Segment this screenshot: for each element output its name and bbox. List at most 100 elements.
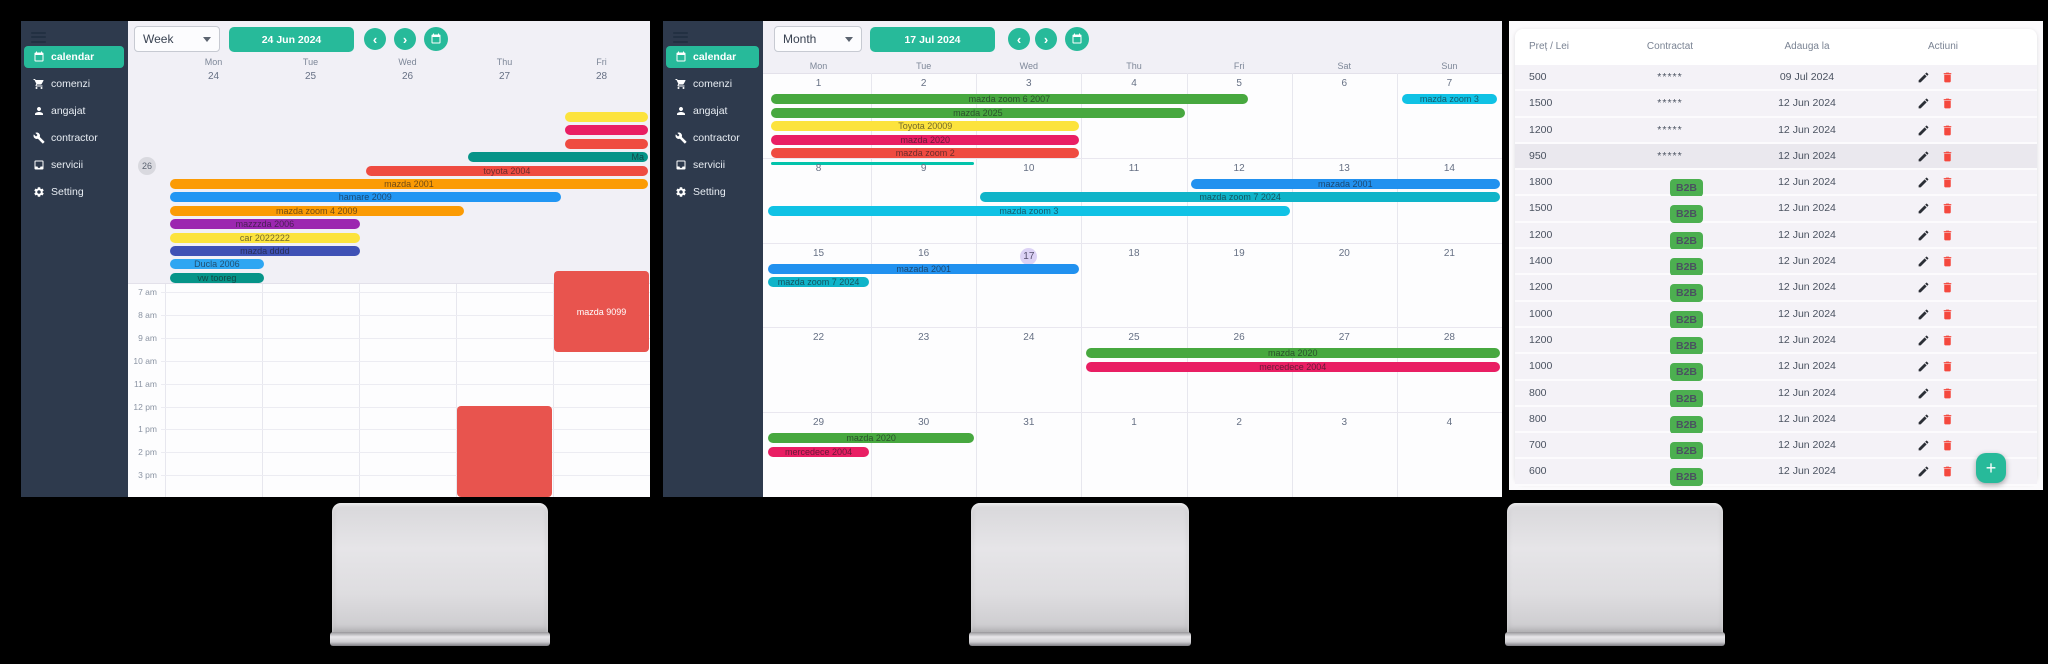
pencil-icon[interactable]: [1917, 97, 1930, 115]
table-row[interactable]: 950 ***** 12 Jun 2024: [1515, 143, 2037, 171]
view-select[interactable]: Week: [134, 26, 220, 52]
date-button[interactable]: 24 Jun 2024: [229, 27, 354, 52]
calendar-event-bar[interactable]: mazda zoom 2: [771, 148, 1080, 159]
menu-icon[interactable]: [31, 29, 46, 45]
calendar-event-bar[interactable]: mazda 2020: [771, 134, 1080, 145]
prev-button[interactable]: ‹: [364, 28, 386, 50]
calendar-event-bar[interactable]: mazda zoom 7 2024: [768, 277, 870, 288]
trash-icon[interactable]: [1941, 360, 1954, 378]
calendar-event-bar[interactable]: Ma: [467, 152, 648, 163]
calendar-event-bar[interactable]: Ducla 2006: [169, 259, 264, 270]
trash-icon[interactable]: [1941, 176, 1954, 194]
view-select[interactable]: Month: [774, 26, 862, 52]
sidebar-item-angajat[interactable]: angajat: [666, 100, 759, 122]
calendar-event-bar[interactable]: mazda zoom 7 2024: [980, 192, 1500, 203]
calendar-event-bar[interactable]: mazda zoom 4 2009: [169, 205, 464, 216]
trash-icon[interactable]: [1941, 71, 1954, 89]
trash-icon[interactable]: [1941, 308, 1954, 326]
sidebar-item-contractor[interactable]: contractor: [666, 127, 759, 149]
trash-icon[interactable]: [1941, 334, 1954, 352]
calendar-event-bar[interactable]: car 2022222: [169, 232, 360, 243]
calendar-event-bar[interactable]: mazda 2020: [768, 433, 975, 444]
calendar-event-bar[interactable]: mazda 2001: [169, 179, 648, 189]
trash-icon[interactable]: [1941, 465, 1954, 483]
sidebar-item-comenzi[interactable]: comenzi: [666, 73, 759, 95]
calendar-event-bar[interactable]: [771, 162, 975, 165]
pencil-icon[interactable]: [1917, 308, 1930, 326]
prev-button[interactable]: ‹: [1008, 28, 1030, 50]
sidebar-item-comenzi[interactable]: comenzi: [24, 73, 124, 95]
calendar-event-bar[interactable]: mazda zoom 6 2007: [771, 94, 1248, 104]
calendar-event-block[interactable]: [457, 406, 552, 497]
calendar-picker-button[interactable]: [1065, 27, 1089, 51]
calendar-event-bar[interactable]: mazda 2025: [771, 107, 1185, 118]
calendar-event-block[interactable]: mazda 9099: [554, 271, 649, 352]
calendar-event-bar[interactable]: mazda zoom 3: [768, 206, 1290, 216]
pencil-icon[interactable]: [1917, 334, 1930, 352]
trash-icon[interactable]: [1941, 255, 1954, 273]
calendar-event-bar[interactable]: mercedece 2004: [1085, 362, 1500, 372]
pencil-icon[interactable]: [1917, 387, 1930, 405]
trash-icon[interactable]: [1941, 281, 1954, 299]
calendar-event-bar[interactable]: mazda zoom 3: [1401, 94, 1497, 104]
table-row[interactable]: 1200 B2B 12 Jun 2024: [1515, 222, 2037, 250]
sidebar-item-contractor[interactable]: contractor: [24, 127, 124, 149]
calendar-event-bar[interactable]: mazada 2001: [768, 263, 1080, 274]
calendar-event-bar[interactable]: mercedece 2004: [768, 446, 870, 457]
pencil-icon[interactable]: [1917, 439, 1930, 457]
calendar-event-bar[interactable]: vw tooreg: [169, 272, 264, 283]
table-row[interactable]: 700 B2B 12 Jun 2024: [1515, 433, 2037, 461]
pencil-icon[interactable]: [1917, 150, 1930, 168]
trash-icon[interactable]: [1941, 124, 1954, 142]
table-row[interactable]: 800 B2B 12 Jun 2024: [1515, 406, 2037, 434]
calendar-event-bar[interactable]: hamare 2009: [169, 192, 561, 203]
pencil-icon[interactable]: [1917, 281, 1930, 299]
pencil-icon[interactable]: [1917, 202, 1930, 220]
next-button[interactable]: ›: [394, 28, 416, 50]
sidebar-item-setting[interactable]: Setting: [666, 181, 759, 203]
table-row[interactable]: 1200 B2B 12 Jun 2024: [1515, 327, 2037, 355]
sidebar-item-setting[interactable]: Setting: [24, 181, 124, 203]
next-button[interactable]: ›: [1035, 28, 1057, 50]
sidebar-item-calendar[interactable]: calendar: [24, 46, 124, 68]
sidebar-item-calendar[interactable]: calendar: [666, 46, 759, 68]
calendar-event-bar[interactable]: mazda dddd: [169, 246, 360, 256]
trash-icon[interactable]: [1941, 229, 1954, 247]
calendar-event-bar[interactable]: mazda 2020: [1085, 348, 1500, 359]
sidebar-item-servicii[interactable]: servicii: [666, 154, 759, 176]
trash-icon[interactable]: [1941, 150, 1954, 168]
add-button[interactable]: +: [1976, 453, 2006, 483]
calendar-event-bar[interactable]: mazada 2001: [1190, 178, 1500, 189]
table-row[interactable]: 1500 B2B 12 Jun 2024: [1515, 196, 2037, 224]
table-row[interactable]: 1500 ***** 12 Jun 2024: [1515, 91, 2037, 118]
table-row[interactable]: 1400 B2B 12 Jun 2024: [1515, 249, 2037, 277]
calendar-event-bar[interactable]: [564, 138, 648, 149]
menu-icon[interactable]: [673, 29, 688, 45]
calendar-event-bar[interactable]: toyota 2004: [365, 165, 648, 176]
pencil-icon[interactable]: [1917, 465, 1930, 483]
table-row[interactable]: 500 ***** 09 Jul 2024: [1515, 65, 2037, 92]
calendar-picker-button[interactable]: [424, 27, 448, 51]
pencil-icon[interactable]: [1917, 360, 1930, 378]
trash-icon[interactable]: [1941, 202, 1954, 220]
pencil-icon[interactable]: [1917, 413, 1930, 431]
trash-icon[interactable]: [1941, 387, 1954, 405]
calendar-event-bar[interactable]: mazzzda 2006: [169, 219, 360, 230]
pencil-icon[interactable]: [1917, 71, 1930, 89]
calendar-event-bar[interactable]: Toyota 20009: [771, 121, 1080, 132]
table-row[interactable]: 1200 B2B 12 Jun 2024: [1515, 275, 2037, 303]
pencil-icon[interactable]: [1917, 176, 1930, 194]
table-row[interactable]: 1200 ***** 12 Jun 2024: [1515, 117, 2037, 144]
calendar-event-bar[interactable]: [564, 125, 648, 136]
table-row[interactable]: 600 B2B 12 Jun 2024: [1515, 459, 2037, 487]
trash-icon[interactable]: [1941, 439, 1954, 457]
trash-icon[interactable]: [1941, 413, 1954, 431]
table-row[interactable]: 1800 B2B 12 Jun 2024: [1515, 170, 2037, 198]
pencil-icon[interactable]: [1917, 255, 1930, 273]
pencil-icon[interactable]: [1917, 229, 1930, 247]
table-row[interactable]: 1000 B2B 12 Jun 2024: [1515, 354, 2037, 382]
sidebar-item-angajat[interactable]: angajat: [24, 100, 124, 122]
sidebar-item-servicii[interactable]: servicii: [24, 154, 124, 176]
date-button[interactable]: 17 Jul 2024: [870, 27, 995, 52]
table-row[interactable]: 800 B2B 12 Jun 2024: [1515, 380, 2037, 408]
